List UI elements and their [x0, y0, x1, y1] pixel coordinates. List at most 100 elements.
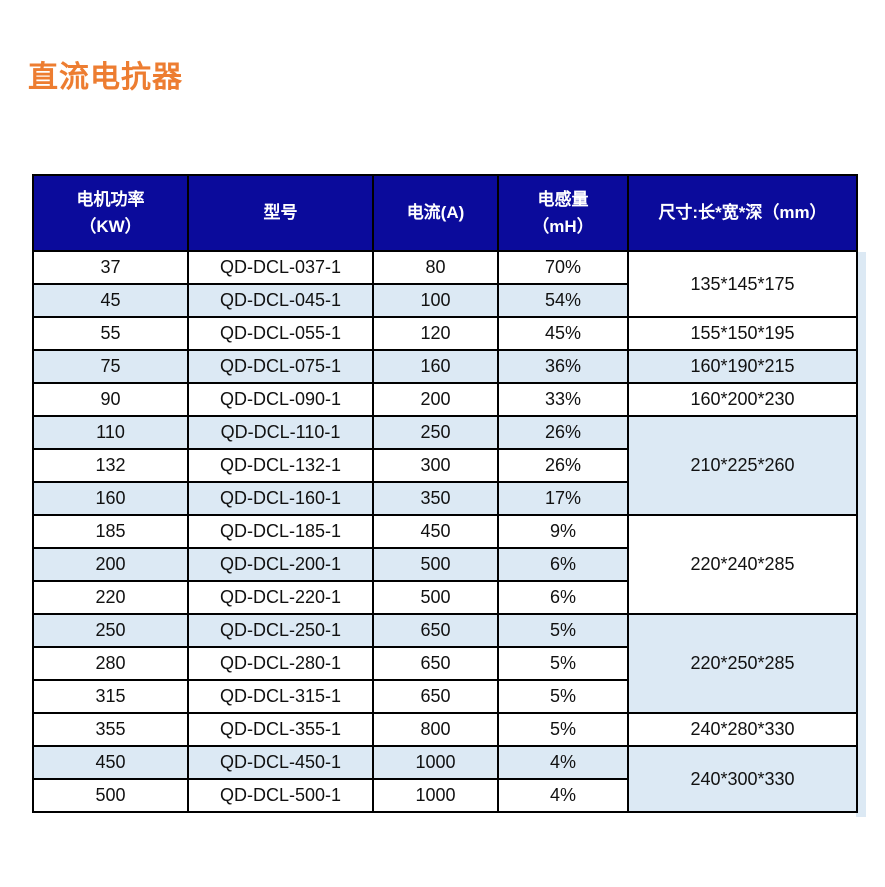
table-row: 90 QD-DCL-090-1 200 33% 160*200*230 — [32, 382, 858, 417]
header-motor-power-line2: （KW） — [79, 217, 142, 236]
table-shadow — [856, 252, 866, 817]
current-cell: 250 — [372, 415, 499, 450]
model-cell: QD-DCL-280-1 — [187, 646, 374, 681]
model-cell: QD-DCL-500-1 — [187, 778, 374, 813]
current-cell: 1000 — [372, 745, 499, 780]
current-cell: 1000 — [372, 778, 499, 813]
power-cell: 200 — [32, 547, 189, 582]
inductance-cell: 26% — [497, 415, 629, 450]
table-row: 200 QD-DCL-200-1 500 6% — [32, 547, 857, 582]
power-cell: 160 — [32, 481, 189, 516]
model-cell: QD-DCL-075-1 — [187, 349, 374, 384]
power-cell: 110 — [32, 415, 189, 450]
inductance-cell: 33% — [497, 382, 629, 417]
current-cell: 650 — [372, 679, 499, 714]
model-cell: QD-DCL-355-1 — [187, 712, 374, 747]
current-cell: 120 — [372, 316, 499, 351]
model-cell: QD-DCL-220-1 — [187, 580, 374, 615]
model-cell: QD-DCL-250-1 — [187, 613, 374, 648]
table-row: 280 QD-DCL-280-1 650 5% — [32, 646, 857, 681]
inductance-cell: 6% — [497, 580, 629, 615]
power-cell: 37 — [32, 250, 189, 285]
table-row: 500 QD-DCL-500-1 1000 4% — [32, 778, 857, 813]
model-cell: QD-DCL-110-1 — [187, 415, 374, 450]
header-current: 电流(A) — [372, 174, 499, 252]
current-cell: 350 — [372, 481, 499, 516]
table-row: 450 QD-DCL-450-1 1000 4% 240*300*330 — [32, 745, 858, 813]
spec-table-container: 电机功率 （KW） 型号 电流(A) 电感量 （mH） 尺寸:长*宽*深（mm）… — [32, 174, 866, 817]
model-cell: QD-DCL-037-1 — [187, 250, 374, 285]
current-cell: 80 — [372, 250, 499, 285]
table-row: 185 QD-DCL-185-1 450 9% 220*240*285 — [32, 514, 858, 615]
power-cell: 45 — [32, 283, 189, 318]
size-cell: 160*200*230 — [627, 382, 858, 417]
inductance-cell: 5% — [497, 679, 629, 714]
size-cell: 240*280*330 — [627, 712, 858, 747]
inductance-cell: 5% — [497, 613, 629, 648]
current-cell: 300 — [372, 448, 499, 483]
inductance-cell: 6% — [497, 547, 629, 582]
table-row: 355 QD-DCL-355-1 800 5% 240*280*330 — [32, 712, 858, 747]
model-cell: QD-DCL-160-1 — [187, 481, 374, 516]
power-cell: 185 — [32, 514, 189, 549]
power-cell: 75 — [32, 349, 189, 384]
power-cell: 220 — [32, 580, 189, 615]
table-row: 55 QD-DCL-055-1 120 45% 155*150*195 — [32, 316, 858, 351]
current-cell: 800 — [372, 712, 499, 747]
power-cell: 280 — [32, 646, 189, 681]
header-inductance-line2: （mH） — [532, 217, 594, 236]
current-cell: 650 — [372, 646, 499, 681]
header-model: 型号 — [187, 174, 374, 252]
model-cell: QD-DCL-200-1 — [187, 547, 374, 582]
model-cell: QD-DCL-055-1 — [187, 316, 374, 351]
inductance-cell: 4% — [497, 745, 629, 780]
inductance-cell: 54% — [497, 283, 629, 318]
model-cell: QD-DCL-185-1 — [187, 514, 374, 549]
model-cell: QD-DCL-045-1 — [187, 283, 374, 318]
current-cell: 200 — [372, 382, 499, 417]
current-cell: 100 — [372, 283, 499, 318]
dc-reactor-spec-table: 电机功率 （KW） 型号 电流(A) 电感量 （mH） 尺寸:长*宽*深（mm）… — [32, 174, 858, 813]
table-row: 132 QD-DCL-132-1 300 26% — [32, 448, 857, 483]
table-row: 110 QD-DCL-110-1 250 26% 210*225*260 — [32, 415, 858, 516]
inductance-cell: 4% — [497, 778, 629, 813]
size-cell: 135*145*175 — [627, 250, 858, 318]
power-cell: 55 — [32, 316, 189, 351]
inductance-cell: 45% — [497, 316, 629, 351]
inductance-cell: 17% — [497, 481, 629, 516]
inductance-cell: 36% — [497, 349, 629, 384]
power-cell: 355 — [32, 712, 189, 747]
size-cell: 220*240*285 — [627, 514, 858, 615]
header-inductance: 电感量 （mH） — [497, 174, 629, 252]
power-cell: 315 — [32, 679, 189, 714]
inductance-cell: 26% — [497, 448, 629, 483]
header-motor-power-line1: 电机功率 — [76, 189, 145, 209]
size-cell: 210*225*260 — [627, 415, 858, 516]
table-row: 250 QD-DCL-250-1 650 5% 220*250*285 — [32, 613, 858, 714]
power-cell: 450 — [32, 745, 189, 780]
inductance-cell: 9% — [497, 514, 629, 549]
page-title: 直流电抗器 — [28, 61, 183, 94]
table-row: 315 QD-DCL-315-1 650 5% — [32, 679, 857, 714]
model-cell: QD-DCL-090-1 — [187, 382, 374, 417]
table-row: 220 QD-DCL-220-1 500 6% — [32, 580, 857, 615]
power-cell: 500 — [32, 778, 189, 813]
header-motor-power: 电机功率 （KW） — [32, 174, 189, 252]
header-row: 电机功率 （KW） 型号 电流(A) 电感量 （mH） 尺寸:长*宽*深（mm） — [32, 174, 858, 252]
size-cell: 220*250*285 — [627, 613, 858, 714]
size-cell: 240*300*330 — [627, 745, 858, 813]
current-cell: 500 — [372, 547, 499, 582]
table-row: 45 QD-DCL-045-1 100 54% — [32, 283, 857, 318]
table-body: 37 QD-DCL-037-1 80 70% 135*145*175 45 QD-DCL-0… — [32, 250, 858, 813]
table-row: 75 QD-DCL-075-1 160 36% 160*190*215 — [32, 349, 858, 384]
power-cell: 132 — [32, 448, 189, 483]
current-cell: 450 — [372, 514, 499, 549]
model-cell: QD-DCL-315-1 — [187, 679, 374, 714]
header-size: 尺寸:长*宽*深（mm） — [627, 174, 858, 252]
table-row: 160 QD-DCL-160-1 350 17% — [32, 481, 857, 516]
model-cell: QD-DCL-132-1 — [187, 448, 374, 483]
size-cell: 160*190*215 — [627, 349, 858, 384]
inductance-cell: 5% — [497, 646, 629, 681]
current-cell: 500 — [372, 580, 499, 615]
current-cell: 160 — [372, 349, 499, 384]
